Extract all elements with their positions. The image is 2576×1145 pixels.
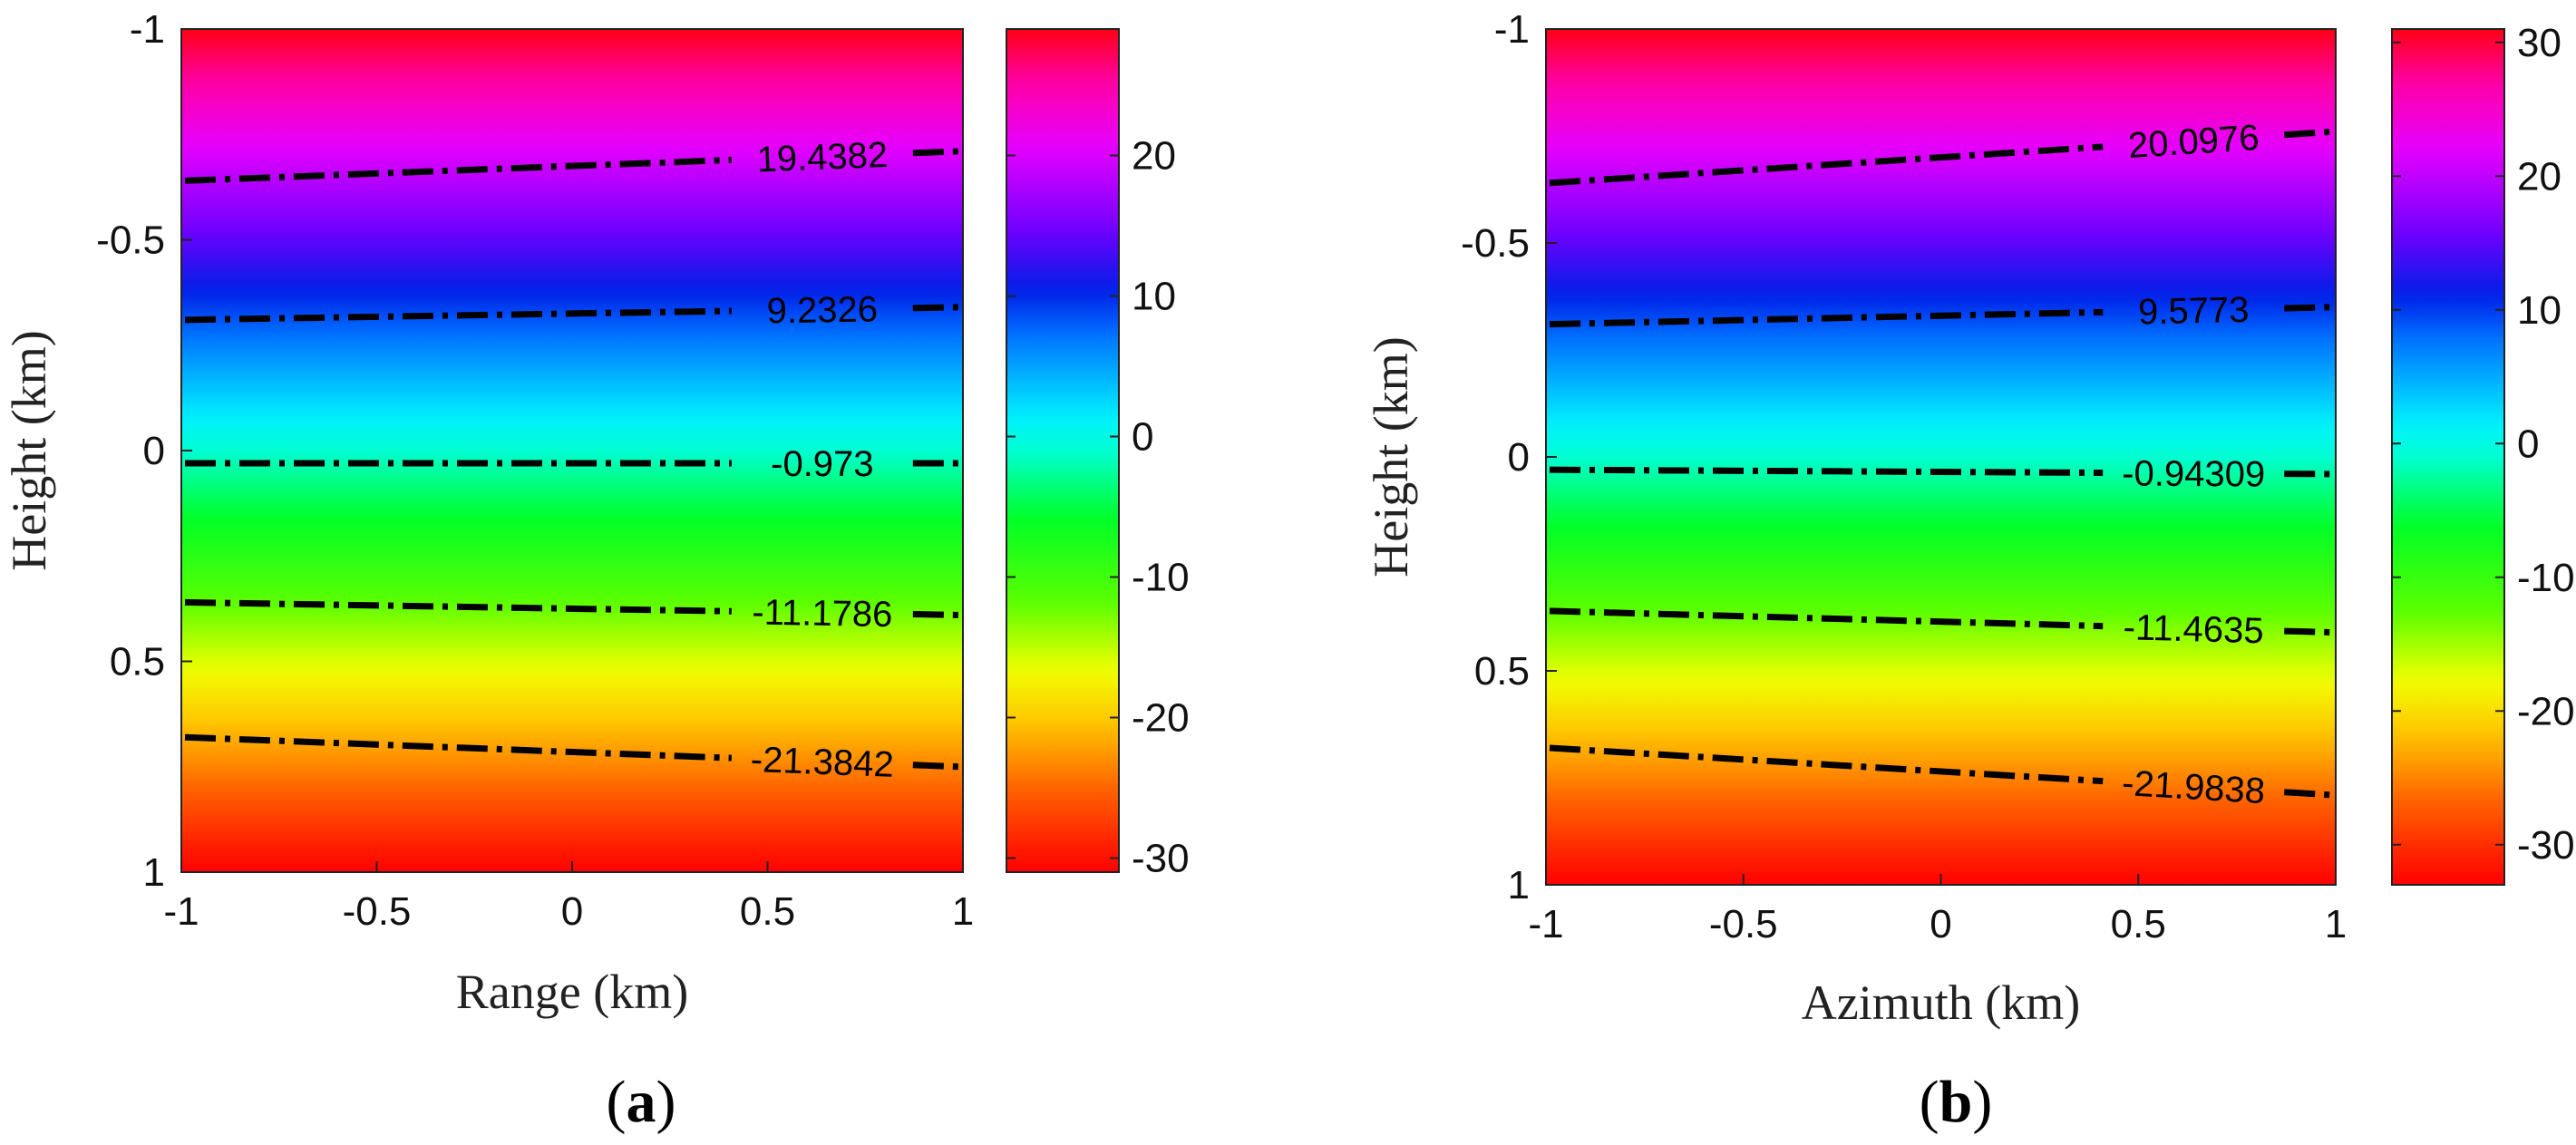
contour-label: 9.5773 [2138,290,2250,333]
contour-line [184,307,732,324]
x-tick-label: 1 [952,889,974,934]
contour-line [1549,744,2104,785]
y-tick-label: 1 [143,850,165,895]
colorbar-tick-label: 0 [1132,415,1153,460]
colorbar-tick-label: 20 [2517,154,2561,199]
colorbar [1006,28,1120,873]
contour-line [2284,627,2333,636]
contour-line [912,611,960,618]
contour-line [2283,128,2333,139]
x-tick-label: 0.5 [2111,902,2166,946]
y-tick-label: -1 [130,7,165,52]
x-tick-label: -0.5 [1709,902,1778,946]
contour-label: 9.2326 [766,289,878,331]
heatmap-field [181,29,963,872]
colorbar-tick-label: 0 [2517,422,2539,466]
colorbar-tick-label: -20 [2517,689,2575,733]
contour-line [184,598,732,615]
x-axis-label: Azimuth (km) [1802,975,2080,1030]
contour-line [912,148,960,157]
colorbar-tick-label: 10 [1132,275,1176,319]
y-axis-label: Height (km) [2,330,56,570]
x-tick-label: -0.5 [343,889,412,934]
contour-label: -21.9838 [2121,763,2266,811]
y-tick-label: 0 [1508,435,1530,480]
colorbar-tick-label: 20 [1132,134,1176,179]
contour-label: -0.973 [771,444,873,484]
y-tick-label: 0 [143,429,165,473]
y-tick-label: 0.5 [110,640,165,684]
colorbar-tick-label: 10 [2517,288,2561,333]
y-tick-label: -1 [1494,7,1530,52]
colorbar-tick-label: -30 [1132,837,1190,881]
y-tick-label: -0.5 [1461,221,1530,266]
y-axis-label: Height (km) [1364,336,1418,577]
y-tick-label: -0.5 [96,218,165,263]
panel-a: 19.4382 9.2326 -0.973 -11.1786 -21.3842 -1 -0.… [2,7,1190,1019]
x-tick-label: 0 [1930,902,1951,946]
contour-line [1549,308,2104,328]
y-tick-label: 0.5 [1474,649,1530,694]
contour-line [1549,466,2104,476]
contour-label: -21.3842 [750,740,894,785]
contour-label: -11.4635 [2123,607,2264,651]
contour-line [184,156,732,184]
contour-line [184,733,732,762]
x-axis-label: Range (km) [456,965,688,1019]
colorbar-tick-label: -10 [2517,556,2575,600]
x-tick-label: -1 [163,889,199,934]
panel-a-label: (a) [607,1069,676,1135]
contour-label: 19.4382 [756,135,889,180]
x-tick-label: -1 [1528,902,1563,946]
colorbar-tick-label: 30 [2517,21,2561,65]
colorbar-tick-label: -20 [1132,696,1190,741]
contour-line [2284,789,2333,799]
contour-label: -11.1786 [752,593,893,636]
panel-b-label: (b) [1920,1069,1993,1135]
y-tick-label: 1 [1508,863,1530,907]
colorbar [2391,28,2505,886]
x-tick-label: 0.5 [740,889,795,934]
x-tick-label: 1 [2325,902,2347,946]
contour-label: 20.0976 [2127,118,2260,166]
contour-line [2284,304,2333,312]
panel-b: 20.0976 9.5773 -0.94309 -11.4635 -21.9838 -1 -… [1364,7,2575,1030]
contour-label: -0.94309 [2122,454,2265,495]
x-tick-label: 0 [561,889,583,934]
contour-line [912,304,960,312]
contour-line [1549,143,2104,187]
contour-line [912,762,960,771]
contour-line [1549,607,2104,630]
colorbar-tick-label: -10 [1132,556,1190,600]
colorbar-tick-label: -30 [2517,823,2575,868]
